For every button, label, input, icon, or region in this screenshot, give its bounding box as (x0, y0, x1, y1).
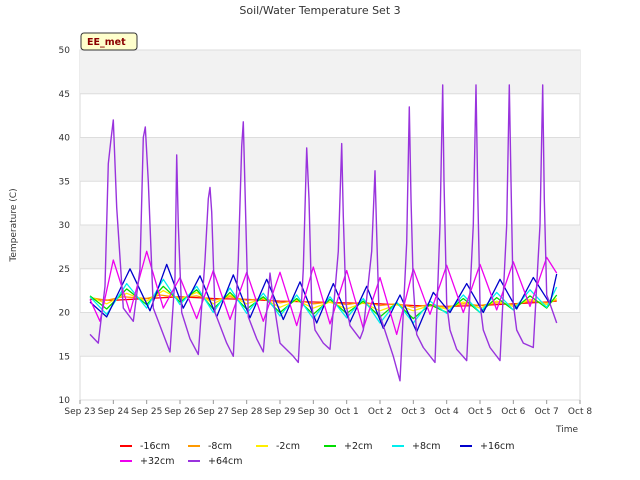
legend-label: -2cm (276, 441, 300, 452)
x-tick-label: Sep 28 (231, 407, 263, 417)
legend: -16cm -8cm -2cm +2cm +8cm +16cm +32cm +64cm (120, 441, 515, 467)
legend-label: +32cm (140, 456, 175, 467)
y-tick-label: 25 (59, 265, 70, 275)
y-tick-label: 30 (59, 221, 71, 231)
x-tick-label: Oct 8 (568, 407, 592, 417)
series-line-plus64cm (89, 84, 558, 382)
y-tick-label: 20 (59, 309, 71, 319)
y-tick-label: 40 (59, 134, 71, 144)
x-tick-label: Oct 4 (435, 407, 459, 417)
x-tick-label: Sep 29 (264, 407, 296, 417)
y-tick-label: 15 (59, 352, 70, 362)
x-axis-ticks: Sep 23 Sep 24 Sep 25 Sep 26 Sep 27 Sep 28 Sep … (64, 400, 592, 417)
x-tick-label: Sep 23 (64, 407, 95, 417)
legend-label: +2cm (344, 441, 372, 452)
y-tick-label: 35 (59, 177, 70, 187)
legend-label: +64cm (208, 456, 243, 467)
plot-band (80, 137, 580, 182)
legend-label: -16cm (140, 441, 170, 452)
plot-band (80, 50, 580, 94)
x-tick-label: Sep 25 (131, 407, 162, 417)
y-tick-label: 45 (59, 90, 70, 100)
legend-label: +16cm (480, 441, 515, 452)
site-badge-label: EE_met (87, 37, 126, 48)
x-axis-title: Time (555, 425, 578, 435)
x-tick-label: Sep 26 (164, 407, 196, 417)
series-line-plus16cm (89, 263, 558, 333)
chart-title: Soil/Water Temperature Set 3 (239, 4, 400, 17)
x-tick-label: Oct 6 (501, 407, 525, 417)
x-tick-label: Oct 3 (401, 407, 425, 417)
x-tick-label: Sep 30 (298, 407, 330, 417)
x-tick-label: Oct 5 (468, 407, 492, 417)
y-tick-label: 10 (59, 396, 71, 406)
plot-band (80, 225, 580, 269)
y-tick-label: 50 (59, 46, 71, 56)
series-line-plus32cm (89, 250, 558, 336)
series-layer (89, 84, 558, 382)
x-tick-label: Oct 1 (335, 407, 359, 417)
y-axis-ticks: 10 15 20 25 30 35 40 45 50 (59, 46, 71, 406)
plot-bands (80, 50, 580, 357)
y-axis-title: Temperature (C) (9, 188, 19, 262)
site-badge-box (80, 32, 138, 51)
legend-label: -8cm (208, 441, 232, 452)
legend-label: +8cm (412, 441, 440, 452)
site-badge: EE_met (80, 32, 138, 51)
x-tick-label: Sep 27 (198, 407, 229, 417)
x-tick-label: Oct 7 (535, 407, 559, 417)
x-tick-label: Oct 2 (368, 407, 392, 417)
x-tick-label: Sep 24 (98, 407, 130, 417)
